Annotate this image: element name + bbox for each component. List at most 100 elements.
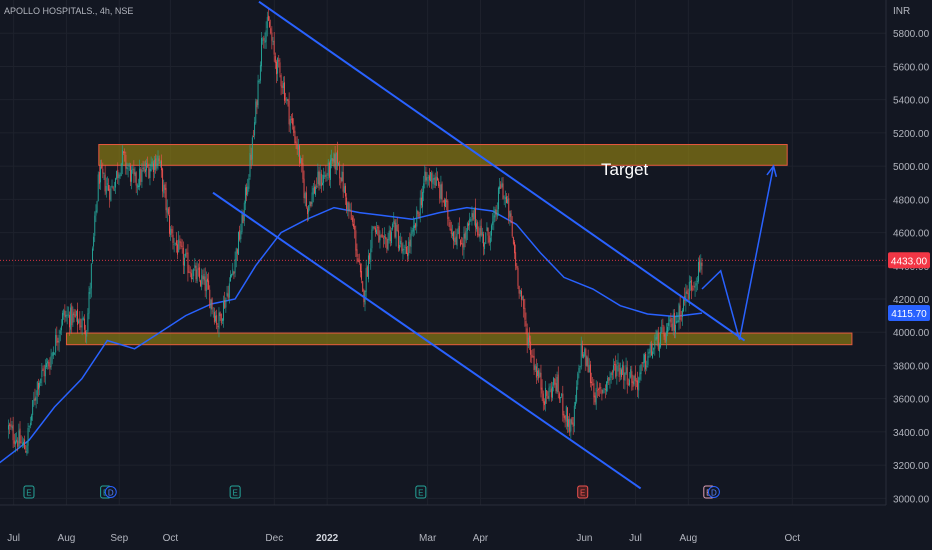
candle-body xyxy=(17,440,19,447)
candle-body xyxy=(632,381,634,387)
candle-body xyxy=(243,202,245,221)
candle-body xyxy=(224,300,226,308)
candle-body xyxy=(269,21,271,28)
candle-body xyxy=(92,248,93,263)
price-tick-label: 4600.00 xyxy=(893,229,930,240)
candle-body xyxy=(226,292,228,296)
candle-body xyxy=(266,17,268,29)
candle-body xyxy=(303,178,305,199)
candle-body xyxy=(625,365,627,374)
candle-body xyxy=(46,363,47,368)
candle-body xyxy=(231,273,233,277)
candle-body xyxy=(124,151,126,153)
candle-body xyxy=(596,390,598,392)
upper-channel-line xyxy=(258,0,746,342)
candle-body xyxy=(198,267,200,279)
candle-body xyxy=(572,422,574,427)
candle-body xyxy=(125,154,127,169)
candle-body xyxy=(441,183,443,200)
candle-body xyxy=(196,269,198,282)
support-zone xyxy=(65,332,853,346)
price-axis[interactable]: 3000.00 3200.00 3400.00 3600.00 3800.00 4000.… xyxy=(893,29,930,505)
target-label: Target xyxy=(601,160,649,179)
candle-body xyxy=(701,262,703,266)
candle-body xyxy=(349,209,351,212)
candle-body xyxy=(404,246,406,248)
candle-body xyxy=(304,193,306,199)
candle-body xyxy=(509,211,511,217)
candle-body xyxy=(449,222,451,231)
candle-body xyxy=(308,205,310,213)
candle-body xyxy=(101,165,103,168)
candle-body xyxy=(289,118,291,126)
candle-body xyxy=(139,168,141,188)
candle-body xyxy=(297,144,299,150)
candle-body xyxy=(378,226,380,243)
candle-body xyxy=(281,85,283,88)
candle-body xyxy=(611,371,613,375)
candle-body xyxy=(351,217,353,222)
candle-body xyxy=(39,382,41,388)
candle-body xyxy=(74,314,76,317)
candle-body xyxy=(438,180,440,186)
candle-body xyxy=(163,184,165,194)
time-tick-label: Jun xyxy=(576,533,592,544)
candle-body xyxy=(326,177,328,179)
candle-body xyxy=(496,209,498,217)
candle-body xyxy=(65,314,67,318)
candle-body xyxy=(470,219,472,221)
candle-body xyxy=(232,269,234,276)
candle-body xyxy=(167,208,169,215)
candle-body xyxy=(331,158,333,161)
candle-body xyxy=(695,283,697,286)
candle-body xyxy=(464,232,466,239)
candle-body xyxy=(639,372,641,380)
zones xyxy=(65,144,853,346)
candle-body xyxy=(515,252,517,267)
candle-body xyxy=(299,145,300,164)
candle-body xyxy=(517,268,519,286)
candle-body xyxy=(458,226,460,239)
candle-body xyxy=(480,225,482,236)
event-marker-label: D xyxy=(711,489,717,498)
candle-body xyxy=(100,166,101,183)
candle-body xyxy=(345,185,346,197)
price-tick-label: 3400.00 xyxy=(893,428,930,439)
candle-body xyxy=(271,32,273,41)
resistance-zone xyxy=(98,144,788,166)
candle-body xyxy=(355,230,357,251)
candle-body xyxy=(433,178,435,180)
candle-body xyxy=(20,441,22,443)
candle-body xyxy=(54,353,55,355)
candle-body xyxy=(696,281,698,283)
candle-body xyxy=(535,366,537,378)
candle-body xyxy=(333,153,335,163)
candle-body xyxy=(531,354,533,358)
candle-body xyxy=(31,415,32,421)
candle-body xyxy=(664,334,666,343)
candle-body xyxy=(325,174,327,177)
candle-body xyxy=(365,268,367,293)
candle-body xyxy=(327,162,329,176)
candle-body xyxy=(539,372,541,377)
candle-body xyxy=(322,182,323,186)
candle-body xyxy=(129,165,131,182)
candle-body xyxy=(12,424,14,441)
candle-body xyxy=(516,265,518,269)
candle-body xyxy=(657,333,659,350)
time-axis[interactable]: Jul Aug Sep Oct Dec 2022 Mar Apr Jun Jul Aug Oct xyxy=(7,533,800,544)
candle-body xyxy=(598,389,599,390)
candle-body xyxy=(479,228,481,239)
candle-body xyxy=(672,314,674,331)
candle-body xyxy=(359,264,361,273)
candle-body xyxy=(109,188,111,200)
candle-body xyxy=(135,172,137,186)
candle-body xyxy=(257,80,259,106)
candle-body xyxy=(410,233,412,248)
candle-body xyxy=(500,184,502,189)
candle-body xyxy=(263,37,265,41)
candle-body xyxy=(678,303,680,323)
candle-body xyxy=(13,440,15,444)
